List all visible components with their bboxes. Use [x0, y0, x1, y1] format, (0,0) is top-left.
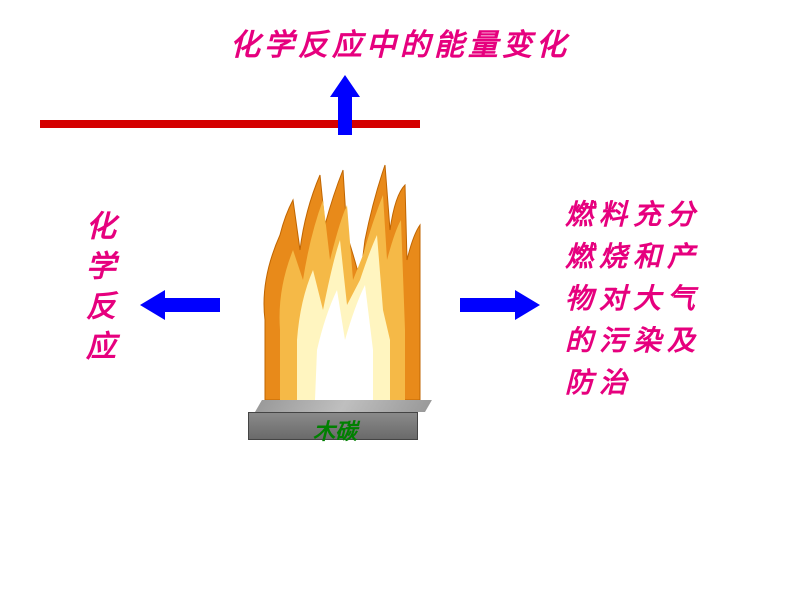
arrow-left-icon: [140, 290, 220, 320]
wood-block: 木碳: [255, 400, 425, 440]
arrow-right-icon: [460, 290, 540, 320]
arrow-up-icon: [330, 75, 360, 135]
right-label: 燃料充分燃烧和产物对大气的污染及防治: [565, 195, 701, 405]
flame-illustration: 木碳: [225, 140, 455, 450]
flame-icon: [225, 140, 455, 410]
wood-label: 木碳: [255, 414, 415, 446]
left-label: 化学反应: [75, 210, 119, 370]
divider-bar: [40, 120, 420, 128]
slide-title: 化学反应中的能量变化: [230, 20, 570, 64]
